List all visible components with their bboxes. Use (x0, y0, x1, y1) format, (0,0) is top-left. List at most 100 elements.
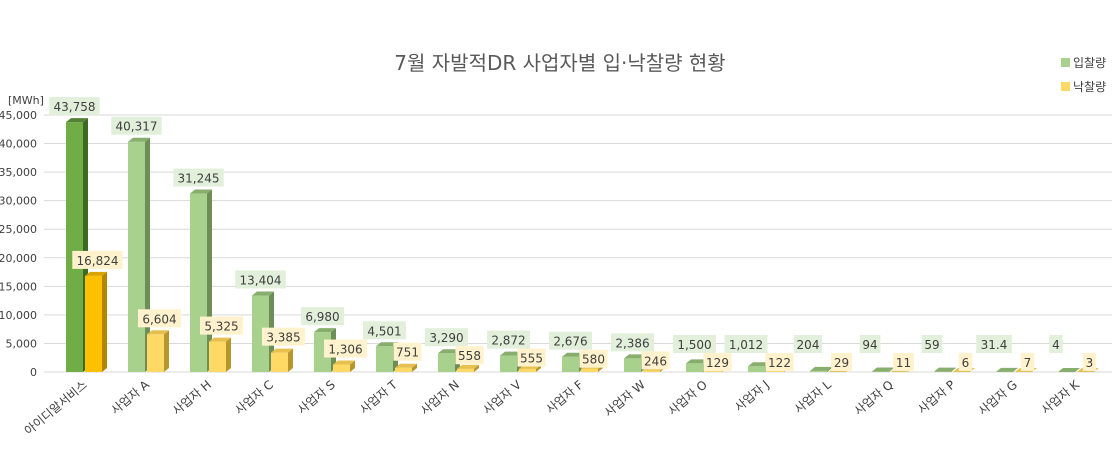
bar-bid-top (438, 349, 460, 354)
bar-award-side (226, 337, 231, 372)
category-label: 사업자 T (357, 377, 400, 417)
data-label-bid-bg (611, 333, 654, 352)
data-label-bid-text: 40,317 (116, 120, 158, 134)
data-label-award: 246 (641, 351, 670, 370)
bar-bid-front (500, 355, 517, 372)
data-label-bid-text: 4 (1052, 338, 1060, 352)
bar-award-front (395, 367, 412, 372)
chart-title: 7월 자발적DR 사업자별 입·낙찰량 현황 (394, 51, 725, 75)
data-label-award-bg (1082, 353, 1097, 371)
bar-bid-side (827, 366, 832, 372)
bar-bid (872, 367, 894, 372)
data-label-bid: 2,676 (549, 331, 592, 350)
data-label-bid-bg (859, 335, 881, 353)
data-label-bid-bg (549, 331, 592, 350)
bar-bid-front (190, 193, 207, 372)
bar-award (209, 337, 231, 372)
bar-bid-top (190, 189, 212, 194)
bar-bid-top (996, 367, 1018, 372)
bar-award-top (85, 271, 107, 276)
data-label-award-text: 129 (706, 356, 729, 370)
data-label-award-bg (262, 327, 305, 346)
data-label-award-text: 122 (768, 356, 791, 370)
bar-award-side (536, 364, 541, 372)
data-label-award: 3,385 (262, 327, 305, 346)
y-tick-label: 45,000 (0, 109, 37, 122)
bar-bid-top (810, 366, 832, 371)
data-label-award-bg (641, 351, 670, 370)
data-label-bid: 204 (793, 335, 823, 353)
bar-bid (996, 367, 1018, 372)
data-label-bid: 1,500 (673, 335, 716, 353)
data-label-bid-text: 204 (797, 338, 820, 352)
bar-award-side (412, 363, 417, 372)
bar-bid-top (624, 354, 646, 359)
category-label: 사업자 A (108, 377, 152, 417)
data-label-award: 558 (455, 346, 484, 365)
data-label-award: 3 (1082, 353, 1097, 371)
bar-bid-side (1013, 367, 1018, 372)
legend-label-award: 낙찰량 (1073, 80, 1106, 94)
bar-bid (810, 366, 832, 372)
data-label-award-text: 29 (834, 356, 849, 370)
data-label-award-bg (703, 353, 732, 371)
data-label-bid-bg (1049, 335, 1063, 353)
data-label-award-bg (893, 353, 914, 371)
bar-award-front (209, 341, 226, 372)
bar-bid-top (934, 367, 956, 372)
bar-bid-top (66, 118, 88, 123)
bar-bid (66, 118, 88, 372)
data-label-award-bg (958, 353, 973, 371)
bar-bid-front (438, 353, 455, 372)
bar-bid-top (1058, 367, 1080, 372)
bar-bid-front (748, 366, 765, 372)
data-label-award-text: 6 (962, 356, 970, 370)
bar-award-top (395, 363, 417, 368)
data-label-award-bg (765, 353, 794, 371)
category-label: 사업자 G (976, 378, 1020, 418)
bar-award-top (457, 364, 479, 369)
bar-award-front (519, 368, 536, 372)
data-label-bid-text: 94 (862, 338, 877, 352)
data-label-bid-text: 1,500 (677, 338, 711, 352)
bar-award-front (767, 371, 784, 372)
data-label-bid-bg (235, 270, 286, 289)
bar-award (395, 363, 417, 372)
data-label-bid: 31,245 (173, 168, 224, 187)
category-label: 사업자 V (480, 377, 524, 417)
data-label-bid-text: 31.4 (981, 338, 1008, 352)
bar-bid-top (872, 367, 894, 372)
category-label: 사업자 O (665, 378, 710, 419)
data-label-award-bg (393, 342, 422, 361)
bar-award-top (209, 337, 231, 342)
bar-award-front (85, 275, 102, 372)
data-label-bid-text: 1,012 (729, 338, 763, 352)
data-label-award-text: 6,604 (142, 312, 176, 326)
data-label-bid-text: 31,245 (178, 172, 220, 186)
data-label-bid-bg (793, 335, 823, 353)
category-label: 사업자 K (1039, 377, 1083, 417)
data-label-award: 7 (1020, 353, 1035, 371)
bar-bid-side (1075, 367, 1080, 372)
data-label-award: 1,306 (324, 339, 367, 358)
data-label-award-bg (579, 349, 608, 368)
category-label: 사업자 P (915, 378, 958, 417)
category-label: 사업자 C (232, 378, 276, 418)
data-label-bid: 3,290 (425, 328, 468, 347)
legend-label-bid: 입찰량 (1073, 56, 1106, 70)
bar-award (85, 271, 107, 372)
data-label-award-text: 246 (644, 354, 667, 368)
category-label: 사업자 L (792, 377, 835, 416)
category-label: 사업자 H (170, 378, 214, 418)
bar-award-front (333, 364, 350, 372)
bar-bid-top (748, 362, 770, 367)
data-label-bid-bg (673, 335, 716, 353)
bar-bid-top (128, 137, 150, 142)
y-tick-label: 10,000 (0, 309, 37, 322)
data-label-award-bg (72, 250, 123, 269)
data-label-award: 129 (703, 353, 732, 371)
bar-award-side (102, 271, 107, 372)
data-label-award: 5,325 (200, 316, 243, 335)
bar-bid-front (562, 356, 579, 372)
